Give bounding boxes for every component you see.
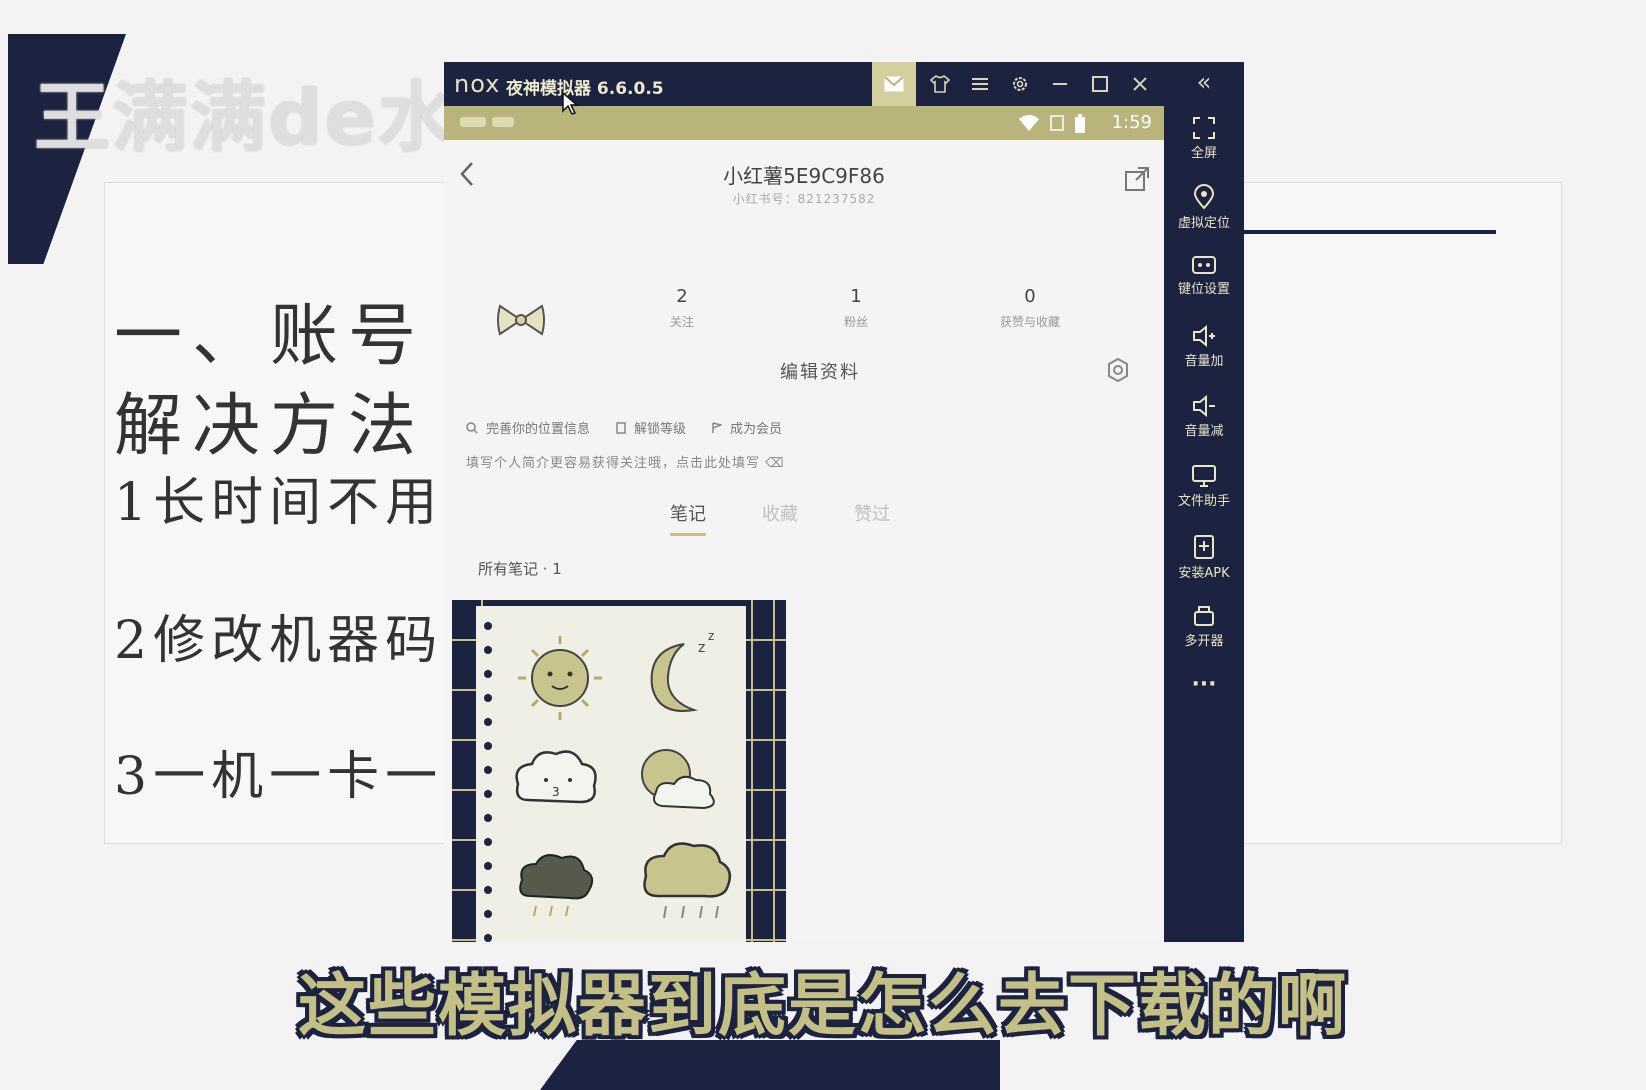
stat-label: 关注 [669, 315, 694, 329]
chip-label: 成为会员 [730, 422, 783, 437]
app-screen: 小红薯5E9C9F86 小红书号：821237582 2 关注 1 粉丝 0 获… [444, 140, 1164, 942]
svg-text:3: 3 [552, 785, 560, 799]
edit-profile-button[interactable]: 编辑资料 [780, 362, 860, 383]
shirt-icon[interactable] [924, 68, 956, 100]
note-caption: 晴 雨 刮风 多云 [502, 940, 579, 942]
slide-heading-line1: 一、账号 [114, 297, 427, 376]
sidebar-item-location[interactable]: 虚拟定位 [1164, 184, 1244, 231]
sidebar-item-keymapping[interactable]: 键位设置 [1164, 254, 1244, 297]
emulator-titlebar[interactable]: nox 夜神模拟器 6.6.0.5 [444, 62, 1244, 106]
settings-gear-icon[interactable] [1106, 357, 1130, 383]
tab-collections[interactable]: 收藏 [762, 504, 798, 525]
emulator-sidebar: 全屏 虚拟定位 键位设置 音量加 音量减 文件助手 安装APK 多开器 [1164, 106, 1244, 942]
notification-icon [460, 117, 486, 127]
more-icon[interactable]: ··· [1191, 672, 1217, 697]
wifi-icon [1019, 115, 1039, 131]
rain-cloud-drawing [519, 854, 594, 917]
fullscreen-icon [1193, 117, 1215, 139]
sidebar-label: 安装APK [1178, 566, 1230, 581]
chip-membership[interactable]: 成为会员 [712, 418, 782, 437]
chip-label: 完善你的位置信息 [486, 422, 591, 437]
monitor-icon [1192, 465, 1216, 487]
stat-following[interactable]: 2 关注 [622, 286, 742, 330]
mouse-cursor-icon [562, 92, 578, 115]
sidebar-label: 虚拟定位 [1177, 216, 1230, 231]
profile-name: 小红薯5E9C9F86 [723, 164, 885, 188]
storm-cloud-drawing [643, 842, 732, 919]
flag-icon [712, 421, 723, 433]
stat-followers[interactable]: 1 粉丝 [796, 286, 916, 330]
sidebar-item-file-helper[interactable]: 文件助手 [1164, 464, 1244, 509]
menu-icon[interactable] [964, 68, 996, 100]
location-icon [1193, 184, 1215, 210]
video-subtitle: 这些模拟器到底是怎么去下载的啊 [297, 967, 1348, 1046]
mail-icon[interactable] [872, 62, 916, 106]
sun-drawing [518, 636, 602, 720]
slide-item-2: 2修改机器码 [114, 611, 444, 671]
close-icon[interactable] [1124, 68, 1156, 100]
stat-value: 2 [676, 286, 688, 307]
cloud-drawing: 3 [515, 750, 597, 804]
tab-notes[interactable]: 笔记 [670, 500, 706, 536]
sidebar-item-volume-up[interactable]: 音量加 [1164, 324, 1244, 369]
signal-icon [1050, 115, 1064, 131]
chip-location[interactable]: 完善你的位置信息 [466, 418, 590, 437]
sidebar-label: 键位设置 [1177, 282, 1230, 297]
volume-down-icon [1193, 394, 1215, 418]
note-card[interactable]: z z 3 [452, 600, 786, 942]
stat-label: 获赞与收藏 [999, 315, 1060, 329]
svg-text:z: z [698, 640, 705, 656]
slide-accent-line [1240, 230, 1496, 234]
keyboard-icon [1192, 256, 1216, 274]
battery-icon [1075, 114, 1085, 133]
notes-count: 所有笔记 · 1 [478, 560, 562, 578]
chip-label: 解锁等级 [634, 422, 687, 437]
multi-instance-icon [1194, 606, 1214, 626]
badge-icon [616, 421, 626, 434]
slide-item-3: 3一机一卡一 [114, 747, 444, 807]
search-icon [466, 421, 478, 434]
notification-icon [492, 117, 514, 127]
sidebar-label: 音量加 [1184, 354, 1224, 369]
profile-id: 小红书号：821237582 [732, 192, 876, 206]
stat-likes[interactable]: 0 获赞与收藏 [970, 286, 1090, 330]
sidebar-item-fullscreen[interactable]: 全屏 [1164, 116, 1244, 161]
install-apk-icon [1194, 535, 1214, 559]
moon-drawing: z z [650, 629, 714, 712]
volume-up-icon [1193, 324, 1215, 348]
slide-item-1: 1长时间不用 [114, 473, 444, 533]
android-status-bar: 1:59 [444, 106, 1164, 140]
stat-value: 1 [850, 286, 862, 307]
stat-label: 粉丝 [843, 315, 868, 329]
slide-heading-line2: 解决方法 [114, 387, 427, 466]
status-time: 1:59 [1111, 112, 1152, 133]
chip-level[interactable]: 解锁等级 [616, 418, 686, 437]
nox-logo: nox [454, 70, 501, 98]
share-icon[interactable] [1124, 166, 1150, 192]
sidebar-collapse-icon[interactable]: « [1164, 62, 1244, 106]
sidebar-item-volume-down[interactable]: 音量减 [1164, 394, 1244, 439]
sidebar-item-install-apk[interactable]: 安装APK [1164, 534, 1244, 581]
sidebar-label: 多开器 [1184, 634, 1224, 649]
stat-value: 0 [1024, 286, 1036, 307]
svg-text:z: z [708, 629, 714, 643]
emulator-window[interactable]: nox 夜神模拟器 6.6.0.5 « [444, 62, 1244, 942]
note-thumbnail: z z 3 [452, 600, 786, 942]
partly-cloudy-drawing [641, 749, 715, 810]
sidebar-label: 全屏 [1190, 146, 1217, 161]
gear-icon[interactable] [1004, 68, 1036, 100]
sidebar-label: 文件助手 [1177, 494, 1230, 509]
avatar[interactable] [496, 300, 546, 340]
sidebar-label: 音量减 [1184, 424, 1224, 439]
bio-hint[interactable]: 填写个人简介更容易获得关注哦，点击此处填写 ⌫ [466, 456, 785, 471]
sidebar-item-multi-instance[interactable]: 多开器 [1164, 604, 1244, 649]
minimize-icon[interactable] [1044, 68, 1076, 100]
emulator-title: 夜神模拟器 6.6.0.5 [506, 79, 664, 99]
back-arrow-icon[interactable] [458, 160, 482, 192]
tab-liked[interactable]: 赞过 [854, 504, 890, 525]
maximize-icon[interactable] [1084, 68, 1116, 100]
